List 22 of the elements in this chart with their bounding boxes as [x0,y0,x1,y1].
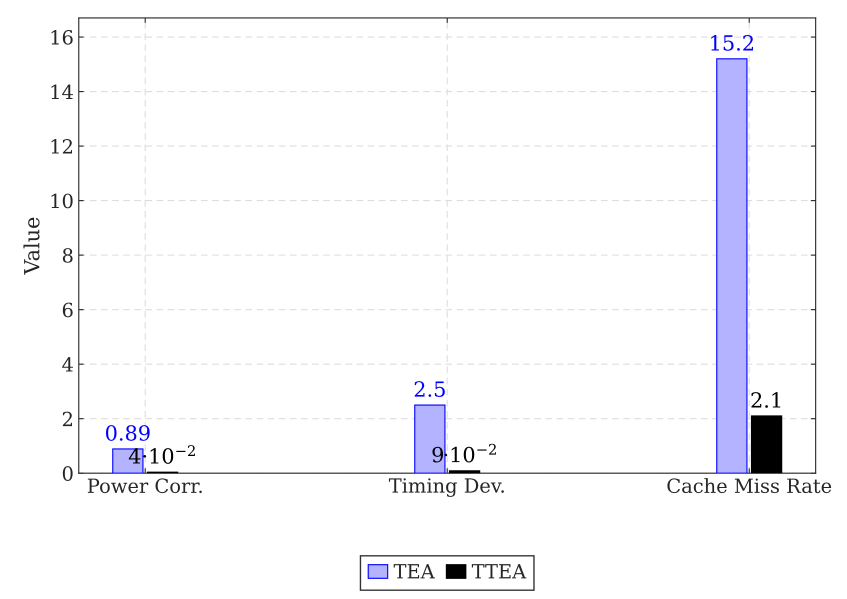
bar [716,58,748,474]
x-tick-label: Timing Dev. [388,478,504,497]
bar [448,470,480,474]
y-axis-title: Value [23,218,40,275]
legend-label: TEA [394,564,435,578]
bar [750,415,782,474]
y-tick-label: 14 [52,84,73,99]
legend-label: TTEA [472,564,526,578]
data-label: 2.1 [751,392,780,408]
data-label: 2.5 [414,381,445,397]
x-tick-label: Cache Miss Rate [667,478,832,494]
data-label: 15.2 [711,34,754,51]
y-tick-label: 12 [52,139,72,154]
data-label: 0.89 [106,425,150,441]
y-tick-label: 10 [52,194,73,208]
y-tick-label: 16 [52,30,73,45]
y-tick-label: 2 [62,412,72,426]
y-tick-label: 4 [62,357,73,372]
y-tick-label: 0 [62,466,73,481]
x-tick-label: Power Corr. [88,478,202,494]
y-tick-label: 6 [62,302,73,318]
y-tick-label: 8 [62,248,73,263]
